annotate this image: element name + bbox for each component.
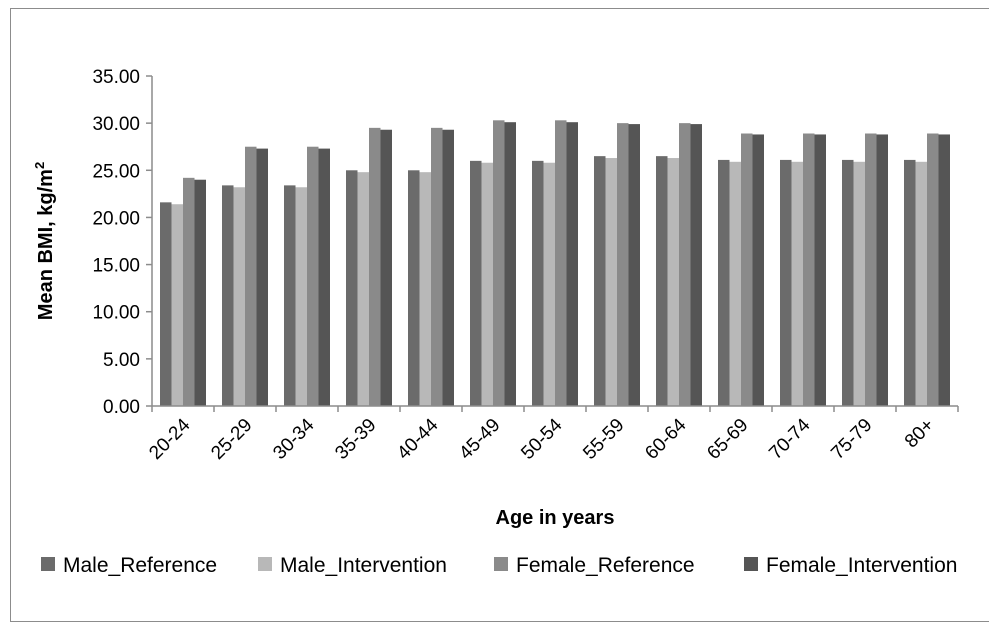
bar-male-intervention-25-29	[233, 187, 245, 406]
x-tick-label: 30-34	[269, 414, 319, 464]
bar-male-reference-40-44	[408, 170, 420, 406]
bar-male-intervention-50-54	[543, 162, 555, 406]
bar-female-reference-55-59	[617, 123, 629, 406]
bar-male-reference-60-64	[656, 156, 668, 406]
bar-female-intervention-50-54	[566, 122, 578, 406]
x-tick-label: 45-49	[455, 415, 504, 464]
x-tick-label: 75-79	[827, 415, 876, 464]
y-tick-label: 35.00	[92, 67, 140, 88]
bar-male-reference-45-49	[470, 160, 482, 406]
bar-female-reference-30-34	[307, 146, 319, 406]
y-tick-label: 0.00	[103, 397, 140, 418]
bar-male-reference-55-59	[594, 156, 606, 406]
bar-male-intervention-40-44	[419, 172, 431, 406]
bar-female-reference-45-49	[493, 120, 505, 406]
x-tick-label: 65-69	[703, 415, 752, 464]
bar-male-reference-70-74	[780, 159, 792, 406]
bar-female-reference-70-74	[803, 133, 815, 406]
y-tick-label: 10.00	[92, 303, 140, 324]
bar-male-intervention-35-39	[357, 172, 369, 406]
bar-female-reference-65-69	[741, 133, 753, 406]
bar-female-intervention-70-74	[814, 134, 826, 406]
bar-male-intervention-30-34	[295, 187, 307, 406]
x-tick-label: 60-64	[641, 414, 691, 464]
legend-label-female-reference: Female_Reference	[516, 554, 695, 577]
bar-male-reference-25-29	[222, 185, 234, 406]
bar-female-intervention-35-39	[380, 129, 392, 407]
bar-male-intervention-55-59	[605, 158, 617, 406]
bar-female-reference-60-64	[679, 123, 691, 406]
x-tick-label: 55-59	[579, 415, 628, 464]
bar-female-reference-40-44	[431, 127, 443, 407]
bar-male-reference-35-39	[346, 170, 358, 406]
legend-swatch-male-intervention	[258, 557, 272, 571]
bar-female-intervention-80+	[938, 134, 950, 406]
x-tick-label: 25-29	[207, 415, 256, 464]
bar-female-reference-50-54	[555, 120, 567, 406]
bar-male-intervention-80+	[915, 161, 927, 406]
legend-label-female-intervention: Female_Intervention	[766, 554, 957, 577]
bar-male-reference-80+	[904, 159, 916, 406]
bar-male-reference-20-24	[160, 202, 172, 406]
bar-female-reference-80+	[927, 133, 939, 406]
bar-male-intervention-45-49	[481, 162, 493, 406]
bar-female-intervention-25-29	[256, 148, 268, 406]
bars	[160, 120, 950, 407]
bar-female-intervention-60-64	[690, 124, 702, 406]
bar-female-intervention-40-44	[442, 129, 454, 407]
bar-male-intervention-20-24	[171, 204, 183, 406]
x-tick-label: 35-39	[331, 415, 380, 464]
bar-male-reference-50-54	[532, 160, 544, 406]
bar-female-intervention-45-49	[504, 122, 516, 406]
y-axis-title: Mean BMI, kg/m2	[32, 162, 57, 320]
bar-male-intervention-70-74	[791, 161, 803, 406]
x-axis-title: Age in years	[496, 507, 615, 529]
bar-male-intervention-75-79	[853, 161, 865, 406]
bar-female-intervention-65-69	[752, 134, 764, 406]
legend-label-male-reference: Male_Reference	[63, 554, 217, 577]
y-axis-title-superscript: 2	[32, 162, 47, 169]
bar-female-reference-35-39	[369, 127, 381, 407]
bar-female-reference-20-24	[183, 177, 195, 406]
bar-male-reference-75-79	[842, 159, 854, 406]
y-tick-label: 5.00	[103, 350, 140, 371]
bar-male-reference-65-69	[718, 159, 730, 406]
y-tick-label: 30.00	[92, 114, 140, 135]
x-axis-ticks: 20-24 25-29 30-34 35-39 40-44 45-49 50-54 55-59…	[145, 406, 959, 464]
y-tick-label: 25.00	[92, 161, 140, 182]
x-tick-label: 20-24	[145, 414, 195, 464]
legend-swatch-female-intervention	[744, 557, 758, 571]
x-tick-label: 40-44	[393, 414, 443, 464]
legend-label-male-intervention: Male_Intervention	[280, 554, 447, 577]
bar-female-reference-75-79	[865, 133, 877, 406]
y-tick-label: 20.00	[92, 208, 140, 229]
legend-swatch-female-reference	[494, 557, 508, 571]
bar-female-intervention-75-79	[876, 134, 888, 406]
x-tick-label: 50-54	[517, 414, 567, 464]
x-tick-label: 70-74	[765, 414, 815, 464]
bar-female-intervention-55-59	[628, 124, 640, 406]
bar-female-reference-25-29	[245, 146, 257, 406]
bar-female-intervention-20-24	[194, 179, 206, 406]
bar-male-intervention-65-69	[729, 161, 741, 406]
x-tick-label: 80+	[901, 415, 939, 453]
y-tick-label: 15.00	[92, 256, 140, 277]
bar-male-intervention-60-64	[667, 158, 679, 406]
bar-female-intervention-30-34	[318, 148, 330, 406]
legend: Male_Reference Male_Intervention Female_Re…	[41, 554, 957, 577]
bar-male-reference-30-34	[284, 185, 296, 406]
legend-swatch-male-reference	[41, 557, 55, 571]
y-axis-ticks: 0.00 5.00 10.00 15.00 20.00 25.00 30.00 35.00	[92, 67, 152, 418]
